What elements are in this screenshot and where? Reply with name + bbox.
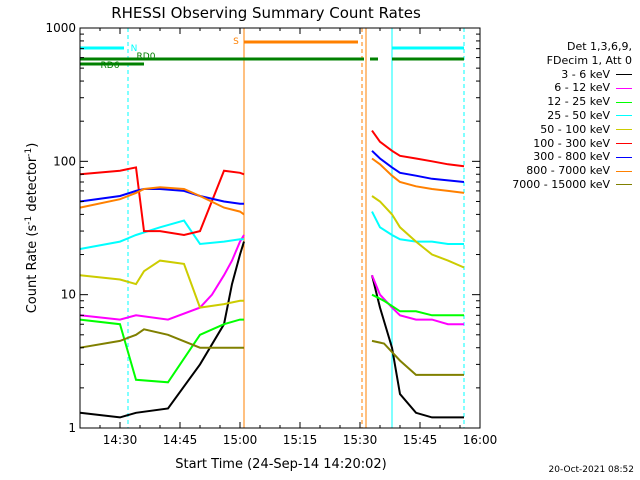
x-tick-label: 15:45 (403, 433, 438, 447)
legend-label: 300 - 800 keV (533, 150, 610, 164)
plot-frame (79, 27, 481, 429)
y-tick-label: 100 (53, 154, 76, 168)
series-line-3-6-kev (79, 241, 464, 419)
y-tick-label: 1000 (45, 21, 76, 35)
legend-entry-50-100-kev: 50 - 100 keV (486, 123, 632, 137)
legend-label: 800 - 7000 keV (526, 164, 610, 178)
legend-label: 12 - 25 keV (547, 95, 610, 109)
flag-s-label: S (233, 37, 239, 47)
flag-n-label: N (131, 44, 138, 54)
legend-label: 50 - 100 keV (540, 122, 610, 136)
legend-swatch (616, 87, 632, 89)
y-axis-label: Count Rate (s-1 detector-1) (24, 143, 40, 314)
legend-swatch (616, 129, 632, 131)
legend-entry-3-6-kev: 3 - 6 keV (486, 68, 632, 82)
x-axis-label: Start Time (24-Sep-14 14:20:02) (175, 457, 386, 472)
legend-swatch (616, 143, 632, 145)
plot-area: N S RD0 RD6 14:30 14:45 15:00 15:15 15:30 15:45 16… (45, 21, 497, 447)
y-tick-label: 1 (68, 421, 76, 435)
legend-entry-6-12-kev: 6 - 12 keV (486, 81, 632, 95)
x-tick-label: 14:30 (103, 433, 138, 447)
y-tick-label: 10 (61, 288, 76, 302)
series-line-300-800-kev (79, 150, 465, 205)
x-tick-label: 15:00 (223, 433, 258, 447)
legend-swatch (616, 74, 632, 76)
legend-label: 3 - 6 keV (561, 67, 610, 81)
legend-entry-12-25-kev: 12 - 25 keV (486, 95, 632, 109)
flag-rd6-label: RD6 (101, 61, 120, 71)
x-tick-label: 15:30 (343, 433, 378, 447)
legend: Det 1,3,6,9, FDecim 1, Att 0 3 - 6 keV 6 … (486, 40, 632, 192)
legend-label: 100 - 300 keV (533, 136, 610, 150)
legend-entry-300-800-kev: 300 - 800 keV (486, 150, 632, 164)
legend-swatch (616, 184, 632, 186)
legend-entry-25-50-kev: 25 - 50 keV (486, 109, 632, 123)
series-line-12-25-kev (79, 293, 464, 384)
legend-entry-7000-15000-kev: 7000 - 15000 keV (486, 178, 632, 192)
series-line-50-100-kev (79, 195, 465, 309)
legend-swatch (616, 170, 632, 172)
legend-entry-100-300-kev: 100 - 300 keV (486, 137, 632, 151)
legend-label: 6 - 12 keV (554, 81, 610, 95)
legend-header-1: Det 1,3,6,9, (566, 40, 632, 53)
legend-header-2: FDecim 1, Att 0 (546, 53, 632, 67)
legend-label: 7000 - 15000 keV (512, 177, 610, 191)
legend-label: 25 - 50 keV (547, 108, 610, 122)
legend-entry-800-7000-kev: 800 - 7000 keV (486, 164, 632, 178)
series-line-25-50-kev (79, 211, 464, 250)
chart-title: RHESSI Observing Summary Count Rates (111, 4, 421, 22)
timestamp: 20-Oct-2021 08:52 (548, 465, 634, 475)
series-line-100-300-kev (79, 130, 465, 237)
series-line-6-12-kev (79, 234, 464, 326)
legend-swatch (616, 101, 632, 103)
x-tick-label: 16:00 (463, 433, 498, 447)
legend-swatch (616, 115, 632, 117)
series-line-7000-15000-kev (79, 328, 464, 376)
x-tick-label: 14:45 (163, 433, 198, 447)
series-line-800-7000-kev (79, 157, 465, 216)
x-tick-label: 15:15 (283, 433, 318, 447)
legend-swatch (616, 156, 632, 158)
flag-rd0-label: RD0 (137, 52, 156, 62)
